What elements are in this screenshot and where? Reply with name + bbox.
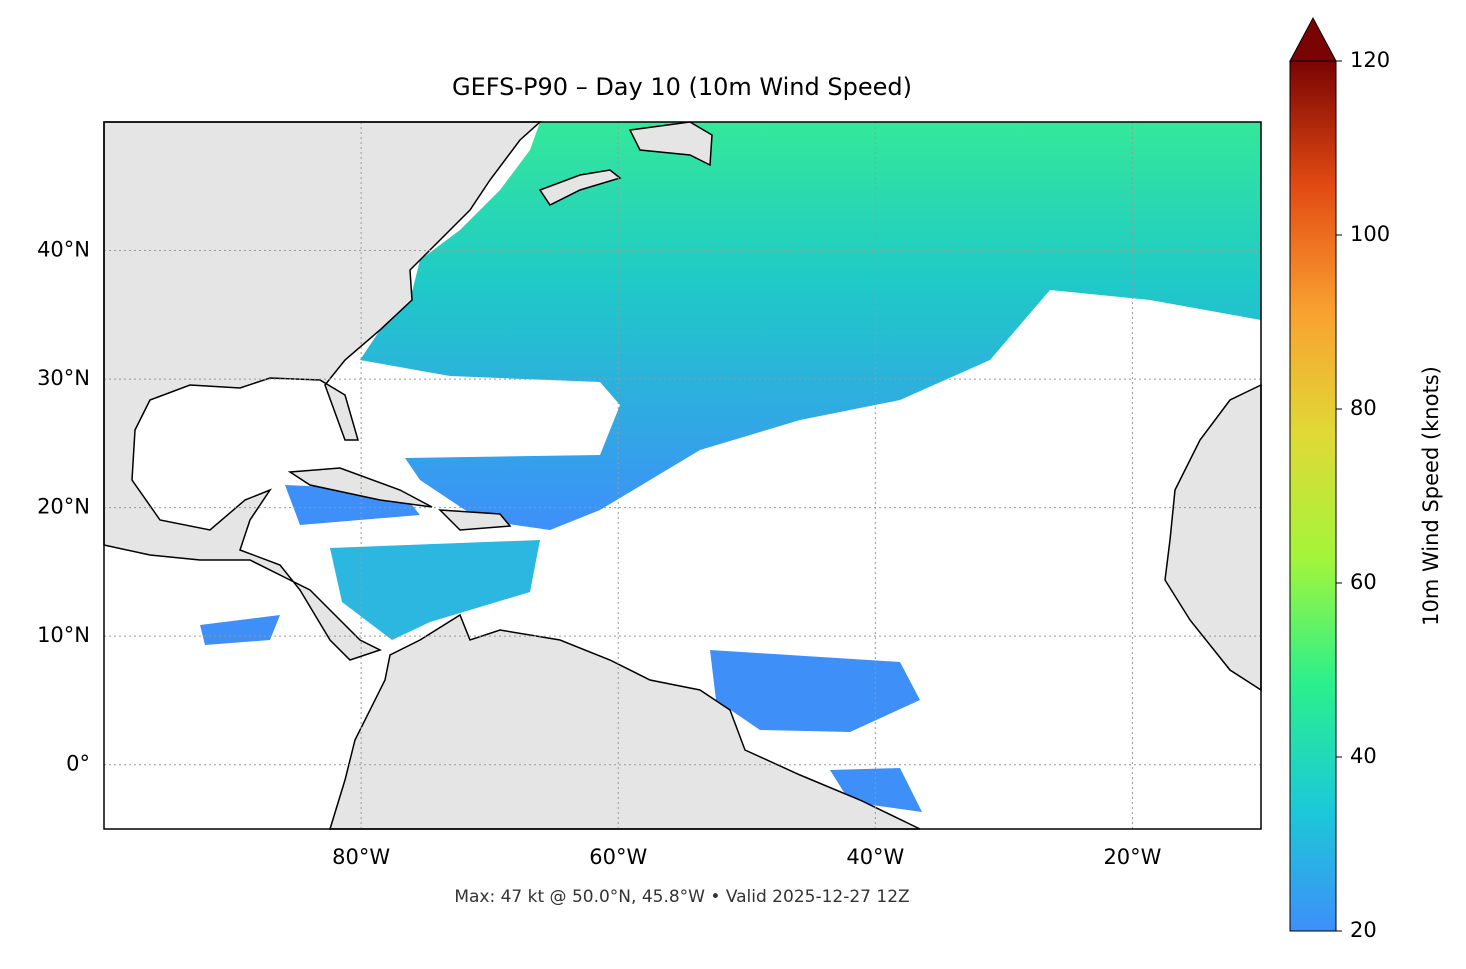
colorbar-tick-label: 100 <box>1350 222 1390 246</box>
y-tick-label: 0° <box>66 752 90 776</box>
x-tick-label: 80°W <box>332 845 390 869</box>
colorbar-tick-label: 40 <box>1350 744 1377 768</box>
chart-title: GEFS-P90 – Day 10 (10m Wind Speed) <box>452 73 912 101</box>
y-tick-label: 10°N <box>37 623 90 647</box>
wind-area <box>330 540 540 640</box>
y-tick-label: 20°N <box>37 495 90 519</box>
africa <box>1164 383 1262 692</box>
wind-area <box>710 650 920 732</box>
land <box>103 121 1262 830</box>
wind-area <box>200 615 280 645</box>
y-tick-label: 40°N <box>37 238 90 262</box>
nova-scotia <box>538 169 622 206</box>
colorbar-tick-label: 60 <box>1350 570 1377 594</box>
wind-area <box>360 122 1261 530</box>
south-america <box>328 613 921 830</box>
y-tick-label: 30°N <box>37 366 90 390</box>
colorbar-tick-label: 80 <box>1350 396 1377 420</box>
map-frame <box>103 121 1262 830</box>
x-tick-label: 20°W <box>1103 845 1161 869</box>
x-tick-label: 40°W <box>846 845 904 869</box>
colorbar <box>1289 60 1337 932</box>
annotation: Max: 47 kt @ 50.0°N, 45.8°W • Valid 2025… <box>454 887 909 907</box>
colorbar-tick-label: 120 <box>1350 48 1390 72</box>
hispaniola <box>438 509 512 531</box>
north-america <box>103 121 542 661</box>
colorbar-tick-label: 20 <box>1350 918 1377 942</box>
colorbar-extend <box>1289 16 1337 62</box>
colorbar-label: 10m Wind Speed (knots) <box>1419 366 1443 626</box>
x-tick-label: 60°W <box>589 845 647 869</box>
